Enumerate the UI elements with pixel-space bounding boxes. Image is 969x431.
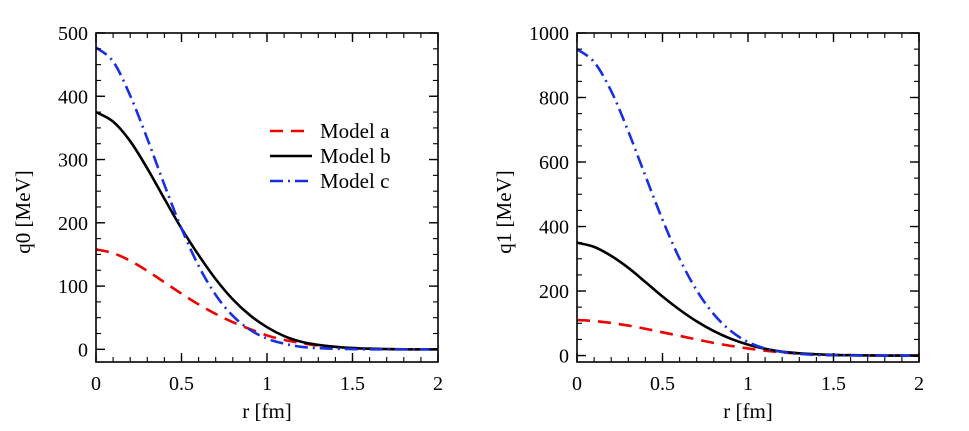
y-tick-label-q1: 800 bbox=[539, 88, 569, 110]
legend-label-model-b: Model b bbox=[320, 144, 391, 168]
x-tick-label-q1: 0.5 bbox=[650, 373, 675, 395]
panel-q1: 0 0.5 1 1.5 2 0 200 400 600 800 1000 r [fm] q1 [Me… bbox=[492, 23, 924, 423]
y-tick-label-q1: 200 bbox=[539, 281, 569, 303]
y-tick-label-q1: 600 bbox=[539, 152, 569, 174]
plot-area-q1: 0 0.5 1 1.5 2 0 200 400 600 800 1000 bbox=[529, 23, 924, 395]
y-tick-label-q0: 400 bbox=[58, 86, 88, 108]
x-tick-label-q0: 1 bbox=[262, 373, 272, 395]
x-tick-label-q0: 0.5 bbox=[169, 373, 194, 395]
x-tick-label-q0: 0 bbox=[91, 373, 101, 395]
plot-area-q0: 0 0.5 1 1.5 2 0 100 200 300 400 500 bbox=[58, 23, 443, 395]
y-tick-label-q0: 100 bbox=[58, 276, 88, 298]
x-axis-label-q0: r [fm] bbox=[242, 399, 292, 423]
x-axis-label-q1: r [fm] bbox=[723, 399, 773, 423]
series-line-model-c-q0 bbox=[96, 46, 438, 351]
x-tick-label-q0: 1.5 bbox=[340, 373, 365, 395]
series-line-model-a-q1 bbox=[577, 318, 919, 357]
x-tick-label-q1: 2 bbox=[914, 373, 924, 395]
series-line-model-a-q0 bbox=[96, 248, 438, 351]
y-tick-label-q0: 0 bbox=[78, 339, 88, 361]
panel-q0: 0 0.5 1 1.5 2 0 100 200 300 400 500 r [fm] q0 [MeV… bbox=[11, 23, 443, 423]
y-tick-label-q0: 300 bbox=[58, 150, 88, 172]
legend-label-model-c: Model c bbox=[320, 169, 389, 193]
legend-label-model-a: Model a bbox=[320, 119, 390, 143]
y-tick-label-q1: 0 bbox=[559, 346, 569, 368]
x-tick-label-q1: 1.5 bbox=[821, 373, 846, 395]
y-axis-label-q1: q1 [MeV] bbox=[492, 170, 516, 253]
series-line-model-c-q1 bbox=[577, 48, 919, 357]
x-tick-label-q0: 2 bbox=[433, 373, 443, 395]
y-tick-label-q1: 1000 bbox=[529, 23, 569, 45]
y-tick-label-q0: 200 bbox=[58, 213, 88, 235]
y-axis-label-q0: q0 [MeV] bbox=[11, 170, 35, 253]
legend: Model a Model b Model c bbox=[270, 119, 391, 193]
x-tick-label-q1: 0 bbox=[572, 373, 582, 395]
y-tick-label-q0: 500 bbox=[58, 23, 88, 45]
x-tick-label-q1: 1 bbox=[743, 373, 753, 395]
y-tick-label-q1: 400 bbox=[539, 217, 569, 239]
